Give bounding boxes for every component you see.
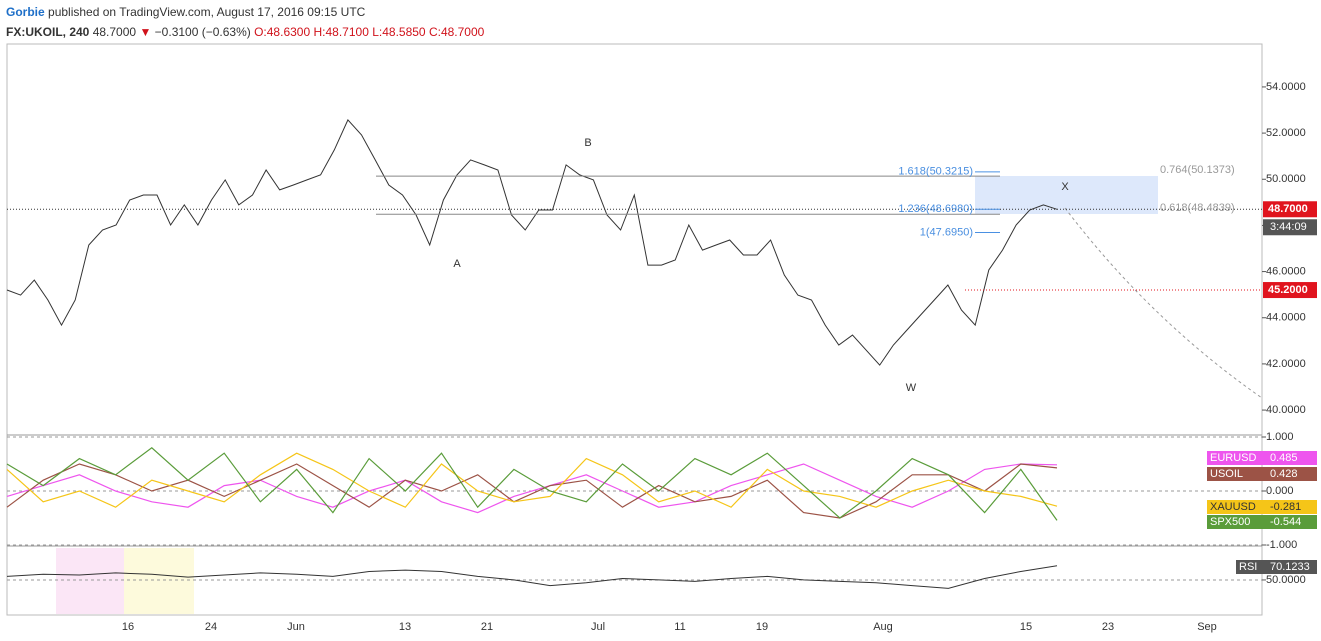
legend-box xyxy=(1207,500,1317,514)
fib-label: 1(47.6950) xyxy=(920,226,973,238)
legend-name: XAUUSD xyxy=(1210,501,1256,513)
y-tick-label: 44.0000 xyxy=(1266,312,1306,324)
legend-value: -0.544 xyxy=(1270,516,1301,528)
fib-label: 1.618(50.3215) xyxy=(898,166,973,178)
author[interactable]: Gorbie xyxy=(6,5,45,19)
legend-name: EURUSD xyxy=(1210,452,1257,464)
legend-value: 0.485 xyxy=(1270,452,1298,464)
rsi-value: 70.1233 xyxy=(1270,561,1310,573)
x-tick-label: 11 xyxy=(674,621,685,633)
published: published on TradingView.com, August 17,… xyxy=(48,5,366,19)
x-tick-label: Aug xyxy=(873,621,893,633)
x-tick-label: Sep xyxy=(1197,621,1217,633)
rsi-box xyxy=(1236,560,1317,574)
series-line xyxy=(6,447,1058,521)
legend-value: 0.428 xyxy=(1270,468,1298,480)
y-tick-label: -1.000 xyxy=(1266,539,1297,551)
x-tick-label: Jul xyxy=(591,621,605,633)
wave-label: B xyxy=(584,137,591,149)
y-tick-label: 46.0000 xyxy=(1266,265,1306,277)
legend-name: USOIL xyxy=(1210,468,1243,480)
symbol: FX:UKOIL, 240 xyxy=(6,25,90,39)
change: −0.3100 (−0.63%) xyxy=(154,25,251,39)
close: C:48.7000 xyxy=(428,25,485,39)
wave-label: W xyxy=(906,382,917,394)
wave-label: A xyxy=(453,258,461,270)
high: H:48.7100 xyxy=(313,25,369,39)
series-line xyxy=(6,463,1058,514)
x-tick-label: 24 xyxy=(205,621,217,633)
y-tick-label: 52.0000 xyxy=(1266,127,1306,139)
countdown-box xyxy=(1263,219,1317,236)
series-line xyxy=(6,463,1058,519)
price-label: 48.7000 xyxy=(1268,203,1308,215)
y-tick-label: 50.0000 xyxy=(1266,173,1306,185)
y-tick-label: 1.000 xyxy=(1266,431,1294,443)
legend-value: -0.281 xyxy=(1270,501,1301,513)
price-label-box xyxy=(1263,282,1317,299)
open: O:48.6300 xyxy=(254,25,311,39)
legend-box xyxy=(1207,451,1317,465)
legend-box xyxy=(1207,467,1317,481)
series-line xyxy=(6,452,1058,508)
x-tick-label: 19 xyxy=(756,621,768,633)
price-line xyxy=(6,565,1058,589)
x-tick-label: 23 xyxy=(1102,621,1114,633)
x-tick-label: 16 xyxy=(122,621,134,633)
y-tick-label: 42.0000 xyxy=(1266,358,1306,370)
wave-label: X xyxy=(1061,181,1069,193)
low: L:48.5850 xyxy=(372,25,426,39)
y-tick-label: 50.0000 xyxy=(1266,574,1306,586)
header: Gorbie published on TradingView.com, Aug… xyxy=(6,5,485,39)
y-tick-label: 54.0000 xyxy=(1266,81,1306,93)
price-line xyxy=(6,119,1058,366)
y-tick-label: 0.000 xyxy=(1266,485,1294,497)
rsi-name: RSI xyxy=(1239,561,1257,573)
y-tick-label: 40.0000 xyxy=(1266,404,1306,416)
legend-box xyxy=(1207,515,1317,529)
price-label: 45.2000 xyxy=(1268,284,1308,296)
countdown: 3:44:09 xyxy=(1270,221,1307,233)
fib-label: 1.236(48.6980) xyxy=(898,203,973,215)
x-tick-label: Jun xyxy=(287,621,305,633)
y-tick-label: 48.0000 xyxy=(1266,219,1306,231)
retracement-label: 0.618(48.4839) xyxy=(1160,202,1235,214)
x-tick-label: 21 xyxy=(481,621,493,633)
x-tick-label: 15 xyxy=(1020,621,1032,633)
last: 48.7000 xyxy=(92,25,137,39)
legend-name: SPX500 xyxy=(1210,516,1250,528)
retracement-label: 0.764(50.1373) xyxy=(1160,164,1235,176)
x-tick-label: 13 xyxy=(399,621,411,633)
price-label-box xyxy=(1263,201,1317,218)
